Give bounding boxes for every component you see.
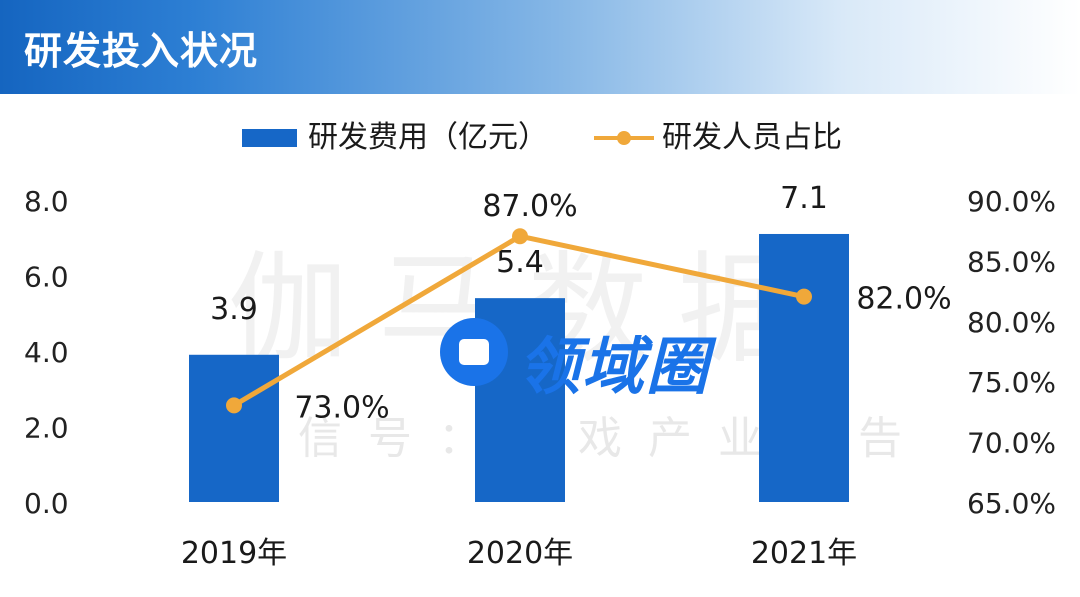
y-left-tick-label: 4.0: [24, 336, 69, 369]
y-left-tick-label: 2.0: [24, 412, 69, 445]
legend-line-label: 研发人员占比: [662, 120, 842, 155]
y-right-tick-label: 90.0%: [967, 185, 1056, 218]
x-tick-label: 2020年: [467, 536, 573, 571]
y-right-tick-label: 65.0%: [967, 487, 1056, 520]
logo-badge-icon: [440, 318, 508, 386]
y-right-tick-label: 75.0%: [967, 366, 1056, 399]
legend-bar-label: 研发费用（亿元）: [308, 120, 548, 155]
bar-data-label: 7.1: [780, 181, 828, 216]
line-data-label: 87.0%: [482, 189, 577, 224]
x-tick-label: 2021年: [751, 536, 857, 571]
y-right-tick-label: 85.0%: [967, 245, 1056, 278]
page-title: 研发投入状况: [24, 29, 259, 73]
line-point: [512, 228, 528, 245]
y-right-tick-label: 80.0%: [967, 306, 1056, 339]
y-right-tick-label: 70.0%: [967, 427, 1056, 460]
x-tick-label: 2019年: [181, 536, 287, 571]
y-left-tick-label: 6.0: [24, 261, 69, 294]
legend-bar-swatch: [242, 129, 297, 147]
y-left-tick-label: 8.0: [24, 185, 69, 218]
line-point: [226, 397, 242, 414]
bar-rd-expense: [189, 354, 279, 502]
logo-text: 领域圈: [518, 330, 711, 403]
line-data-label: 73.0%: [294, 390, 389, 425]
line-point: [796, 288, 812, 305]
bar-rd-expense: [759, 233, 849, 502]
line-data-label: 82.0%: [856, 282, 951, 317]
header-banner: 研发投入状况: [0, 0, 1080, 94]
bar-data-label: 5.4: [496, 245, 544, 280]
bar-data-label: 3.9: [210, 292, 258, 327]
y-left-tick-label: 0.0: [24, 487, 69, 520]
legend-line-swatch: [594, 131, 654, 145]
watermark-logo: 领域圈: [440, 318, 770, 403]
